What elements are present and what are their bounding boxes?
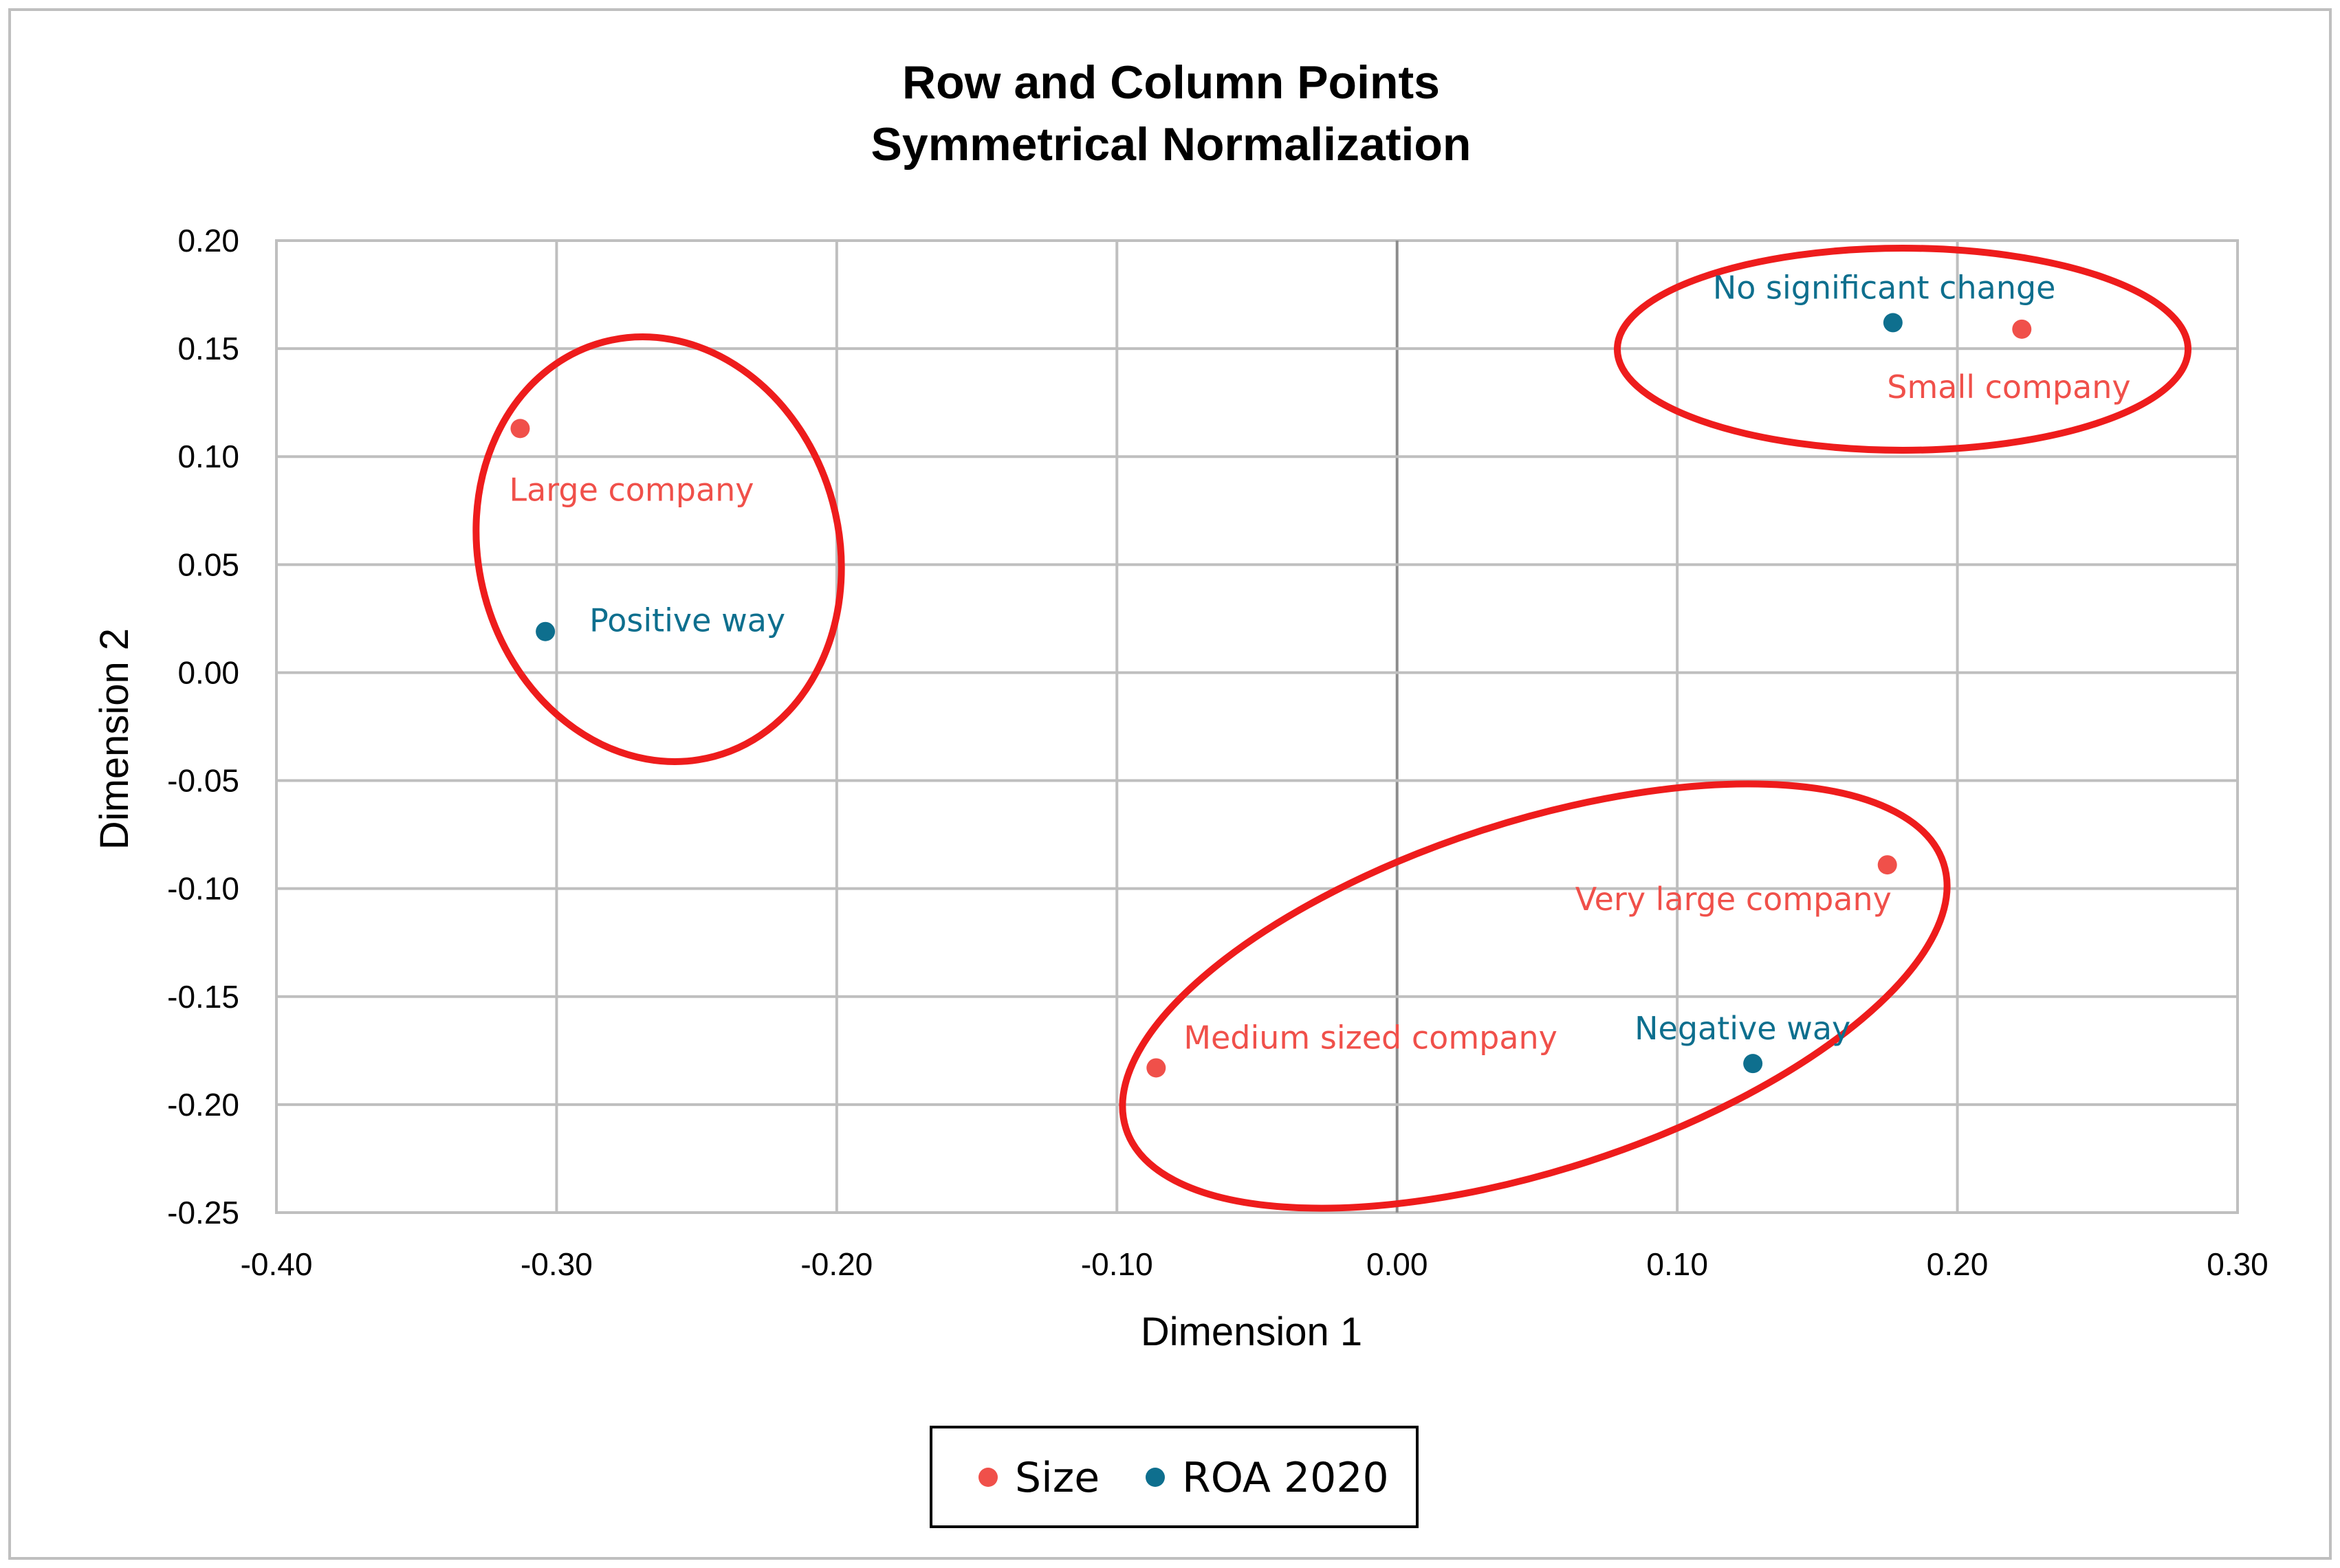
y-tick-label: 0.20 (177, 223, 239, 258)
label-very-large-company: Very large company (1575, 881, 1892, 918)
point-negative-way (1743, 1054, 1763, 1074)
cluster-ellipses (472, 245, 2191, 1212)
legend-marker-roa-2020 (1146, 1468, 1165, 1487)
y-tick-label: -0.10 (167, 871, 239, 907)
point-medium-sized-company (1146, 1058, 1166, 1078)
label-negative-way: Negative way (1634, 1010, 1850, 1047)
legend-box (930, 1426, 1419, 1528)
x-tick-label: -0.10 (1081, 1246, 1153, 1282)
cluster-ellipse-2 (1614, 245, 2191, 454)
y-tick-label: 0.15 (177, 331, 239, 366)
x-tick-label: -0.30 (521, 1246, 593, 1282)
point-large-company (510, 419, 530, 439)
cluster-ellipse-3 (1119, 780, 1951, 1212)
data-points (510, 313, 2032, 1078)
legend-label-size: Size (1015, 1454, 1100, 1502)
label-positive-way: Positive way (589, 602, 785, 639)
point-small-company (2012, 319, 2032, 339)
x-tick-label: -0.40 (241, 1246, 313, 1282)
x-tick-label: 0.20 (1927, 1246, 1989, 1282)
legend-label-roa-2020: ROA 2020 (1182, 1454, 1389, 1502)
label-large-company: Large company (509, 471, 754, 508)
label-small-company: Small company (1887, 368, 2130, 406)
x-tick-label: 0.10 (1646, 1246, 1708, 1282)
plot-area (275, 239, 2239, 1214)
x-axis-title: Dimension 1 (1141, 1310, 1362, 1354)
point-labels: Large company Small company Very large com… (509, 269, 2130, 1056)
chart-frame (8, 8, 2332, 1560)
point-positive-way (536, 621, 556, 641)
x-tick-label: -0.20 (800, 1246, 873, 1282)
y-tick-label: -0.05 (167, 763, 239, 799)
cluster-ellipse-1 (472, 333, 845, 765)
point-very-large-company (1877, 855, 1897, 875)
point-no-significant-change (1883, 313, 1903, 333)
x-tick-label: 0.30 (2207, 1246, 2268, 1282)
chart-title: Row and Column Points (902, 56, 1440, 109)
chart-subtitle: Symmetrical Normalization (871, 118, 1472, 170)
y-tick-label: -0.15 (167, 979, 239, 1015)
y-tick-label: 0.10 (177, 439, 239, 474)
label-no-significant-change: No significant change (1713, 269, 2056, 306)
y-axis-title: Dimension 2 (92, 628, 137, 850)
label-medium-sized-company: Medium sized company (1183, 1019, 1557, 1056)
y-tick-label: -0.20 (167, 1087, 239, 1123)
legend-marker-size (978, 1468, 998, 1487)
y-tick-label: 0.00 (177, 654, 239, 690)
tick-labels: -0.40 -0.30 -0.20 -0.10 0.00 0.10 0.20 0.30 0.20… (167, 223, 2268, 1282)
legend: Size ROA 2020 (930, 1426, 1419, 1528)
y-tick-label: -0.25 (167, 1195, 239, 1230)
grid (275, 239, 2239, 1214)
x-tick-label: 0.00 (1366, 1246, 1428, 1282)
y-tick-label: 0.05 (177, 546, 239, 582)
